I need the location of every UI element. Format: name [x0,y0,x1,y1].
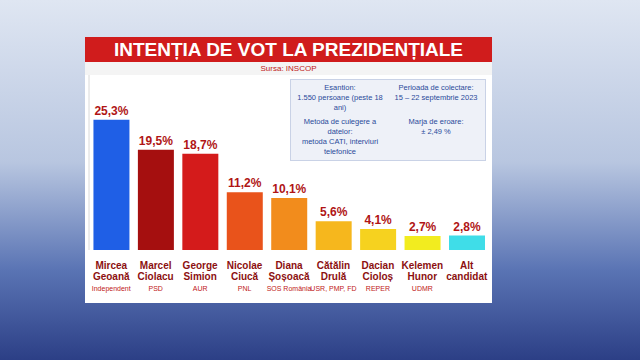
svg-text:10,1%: 10,1% [272,182,306,196]
svg-text:Independent: Independent [92,285,131,293]
svg-text:25,3%: 25,3% [94,104,128,118]
svg-text:Ciolacu: Ciolacu [138,271,174,282]
svg-text:2,8%: 2,8% [453,220,481,234]
svg-text:REPER: REPER [366,285,390,292]
html-text:Perioada de colectare:: Perioada de colectare: [398,83,474,92]
svg-text:Cătălin: Cătălin [317,260,350,271]
svg-text:Geoană: Geoană [93,271,130,282]
svg-text:Hunor: Hunor [408,271,438,282]
html-text:Eșantion:: Eșantion: [324,83,356,92]
html-text:Metoda de culegere a datelor:: Metoda de culegere a datelor: [303,117,377,136]
html-text:Sursa: INSCOP: Sursa: INSCOP [260,64,317,73]
html-text:± 2,49 %: ± 2,49 % [421,127,451,136]
svg-text:18,7%: 18,7% [183,138,217,152]
svg-text:Kelemen: Kelemen [401,260,443,271]
svg-text:AUR: AUR [193,285,208,292]
svg-text:Dacian: Dacian [361,260,394,271]
svg-text:Drulă: Drulă [321,271,347,282]
svg-text:4,1%: 4,1% [364,213,392,227]
svg-text:Cioloș: Cioloș [363,271,394,282]
svg-text:5,6%: 5,6% [320,205,348,219]
html-text:Marja de eroare:: Marja de eroare: [408,117,464,126]
svg-text:Nicolae: Nicolae [227,260,263,271]
svg-text:2,7%: 2,7% [409,220,437,234]
svg-text:Mircea: Mircea [95,260,127,271]
svg-text:USR, PMP, FD: USR, PMP, FD [310,285,356,292]
svg-text:Diana: Diana [275,260,303,271]
svg-text:PNL: PNL [238,285,252,292]
svg-text:Șoșoacă: Șoșoacă [268,271,310,282]
html-text:INTENȚIA DE VOT LA PREZIDENȚIA: INTENȚIA DE VOT LA PREZIDENȚIALE [114,39,463,60]
svg-text:SOS România: SOS România [267,285,312,292]
html-text:metoda CATI, interviuri telefo: metoda CATI, interviuri telefonice [301,137,379,156]
svg-text:11,2%: 11,2% [228,176,262,190]
svg-text:candidat: candidat [446,271,488,282]
svg-text:Ciucă: Ciucă [231,271,259,282]
svg-text:Simion: Simion [183,271,216,282]
svg-text:PSD: PSD [148,285,162,292]
svg-text:UDMR: UDMR [412,285,433,292]
html-text:1.550 persoane (peste 18 ani): 1.550 persoane (peste 18 ani) [297,93,383,112]
svg-text:Alt: Alt [460,260,474,271]
html-text:15 – 22 septembrie 2023: 15 – 22 septembrie 2023 [394,93,478,102]
svg-text:Marcel: Marcel [140,260,172,271]
svg-text:George: George [183,260,218,271]
svg-text:19,5%: 19,5% [139,134,173,148]
